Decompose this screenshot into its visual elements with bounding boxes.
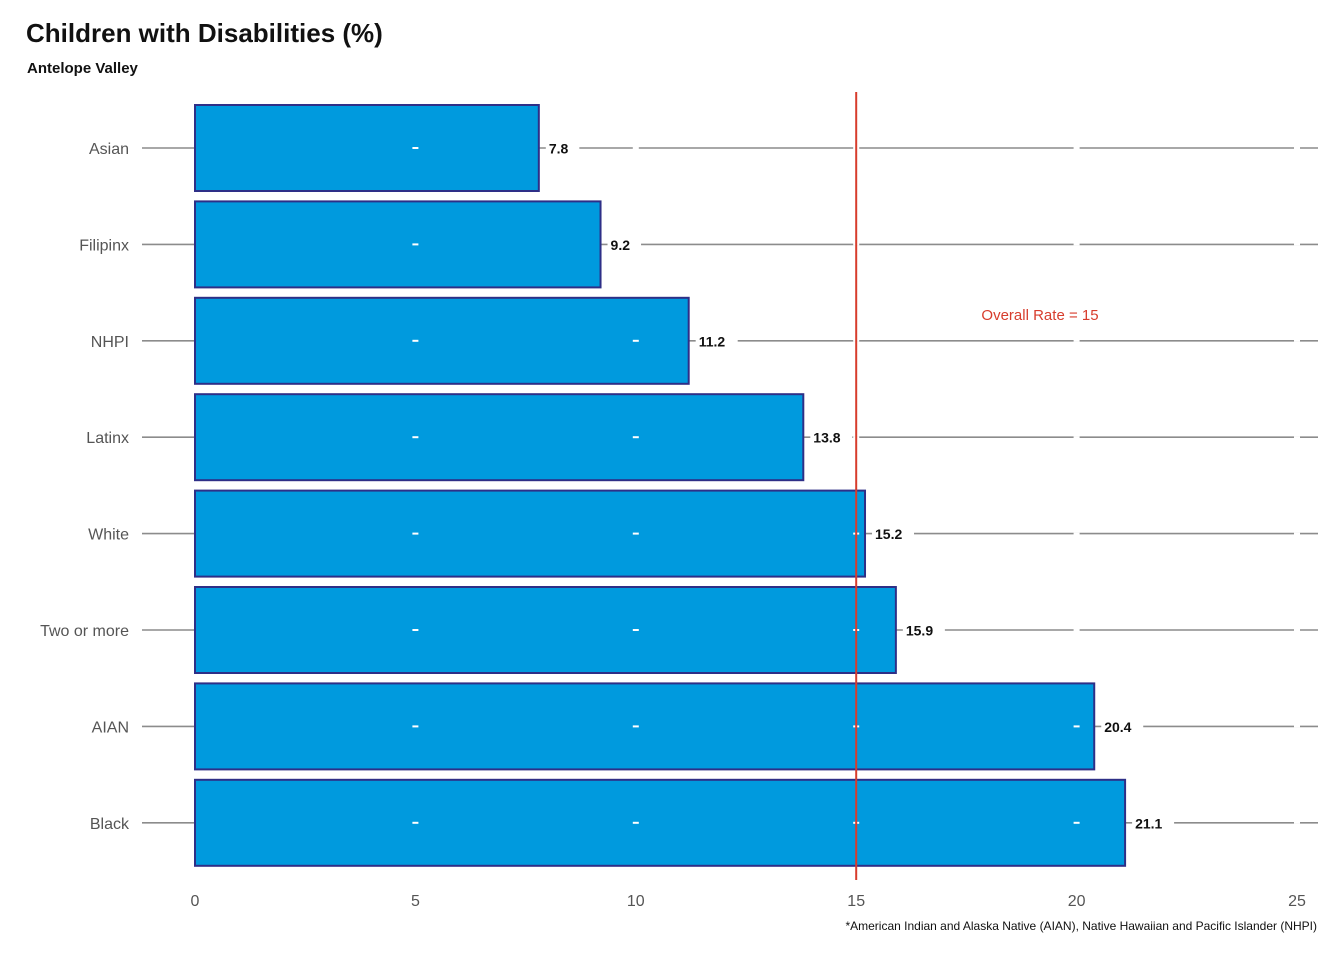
chart-subtitle: Antelope Valley	[27, 60, 138, 77]
x-tick-label: 20	[1068, 893, 1086, 910]
value-label: 11.2	[699, 333, 726, 349]
bar	[194, 682, 1096, 771]
value-label-bg	[902, 621, 945, 639]
bar	[194, 778, 1127, 867]
bar	[194, 586, 897, 674]
value-label: 7.8	[549, 141, 569, 157]
value-label: 15.2	[875, 526, 902, 542]
category-label: AIAN	[92, 719, 129, 736]
category-label: NHPI	[91, 334, 129, 351]
value-label: 15.9	[906, 623, 933, 639]
category-label: Black	[90, 816, 130, 833]
bar	[194, 200, 602, 289]
category-label: Filipinx	[79, 237, 129, 254]
value-label: 13.8	[813, 430, 840, 446]
x-tick-label: 10	[627, 893, 645, 910]
bar	[194, 489, 867, 578]
value-label-bg	[810, 428, 853, 447]
value-label-bg	[695, 331, 738, 350]
category-label: White	[88, 527, 129, 544]
value-label-bg	[1101, 717, 1144, 736]
category-label: Latinx	[86, 430, 129, 447]
value-label-bg	[872, 524, 915, 543]
category-label: Two or more	[40, 623, 129, 640]
value-label: 21.1	[1135, 815, 1162, 831]
value-label: 9.2	[611, 237, 631, 253]
overall-rate-label: Overall Rate = 15	[981, 307, 1098, 324]
footnote: *American Indian and Alaska Native (AIAN…	[845, 919, 1317, 933]
x-tick-label: 0	[191, 893, 200, 910]
bar	[194, 104, 540, 192]
x-tick-label: 5	[411, 893, 420, 910]
value-label-bg	[1132, 813, 1175, 832]
x-tick-label: 15	[847, 893, 865, 910]
category-label: Asian	[89, 141, 129, 158]
value-label-bg	[545, 139, 580, 157]
value-label: 20.4	[1104, 719, 1131, 735]
x-tick-label: 25	[1288, 893, 1306, 910]
value-label-bg	[607, 235, 642, 254]
chart-title: Children with Disabilities (%)	[26, 18, 383, 48]
bar	[194, 393, 805, 482]
bar	[194, 296, 690, 385]
